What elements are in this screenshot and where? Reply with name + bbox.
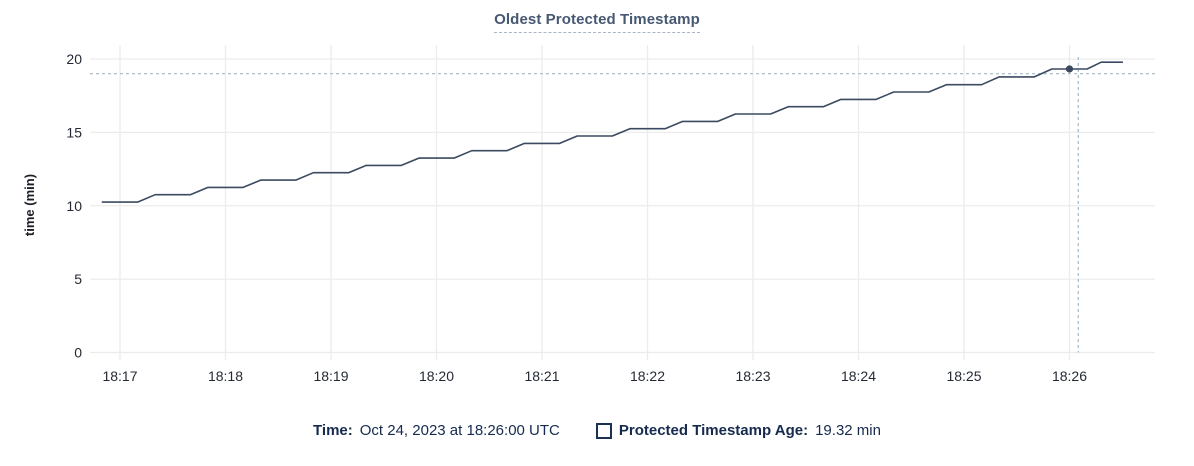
y-tick-label: 20 [66,51,82,67]
x-tick-label: 18:17 [102,368,137,384]
x-tick-label: 18:21 [524,368,559,384]
series-label[interactable]: Protected Timestamp Age: [618,422,809,439]
y-axis-title: time (min) [22,173,37,237]
x-tick-label: 18:20 [419,368,454,384]
x-tick-label: 18:24 [841,368,876,384]
x-tick-label: 18:22 [630,368,665,384]
y-tick-label: 10 [66,198,82,214]
chart-canvas[interactable]: 0 5 10 15 20 18:17 18:18 18:19 18:20 18:21 18:22 18… [0,0,1194,408]
y-tick-label: 5 [74,271,82,287]
time-label: Time: [313,422,353,439]
y-tick-label: 0 [74,345,82,361]
x-tick-label: 18:19 [313,368,348,384]
series-line-protected-timestamp-age [101,61,1124,203]
x-tick-label: 18:18 [208,368,243,384]
hover-time-group: Time: Oct 24, 2023 at 18:26:00 UTC [313,422,560,439]
x-tick-label: 18:23 [735,368,770,384]
hover-legend: Time: Oct 24, 2023 at 18:26:00 UTC Prote… [0,422,1194,439]
time-value: Oct 24, 2023 at 18:26:00 UTC [359,422,560,439]
x-tick-label: 18:25 [946,368,981,384]
hover-point-dot [1065,65,1074,73]
chart-header: Oldest Protected Timestamp [0,11,1194,33]
y-tick-label: 15 [66,124,82,140]
series-value: 19.32 min [815,422,881,439]
x-tick-label: 18:26 [1052,368,1087,384]
series-legend-checkbox[interactable] [595,422,612,439]
chart-title[interactable]: Oldest Protected Timestamp [494,11,700,33]
series-legend-group: Protected Timestamp Age: 19.32 min [595,422,881,439]
